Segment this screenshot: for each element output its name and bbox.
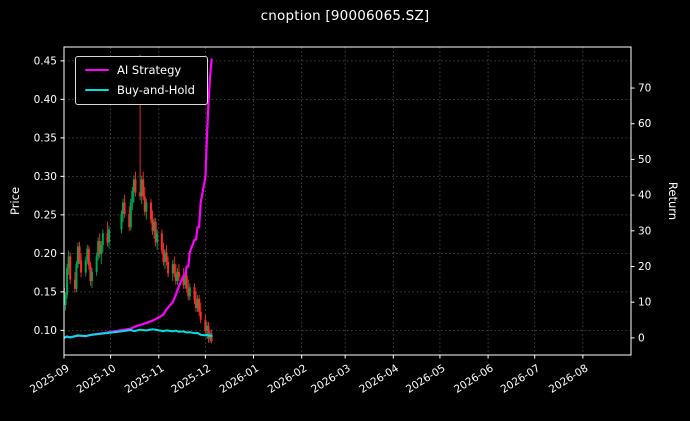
svg-text:30: 30 [638, 225, 651, 237]
svg-text:0.10: 0.10 [34, 325, 57, 337]
legend-item-ai-strategy: AI Strategy [85, 63, 195, 77]
legend: AI Strategy Buy-and-Hold [75, 56, 208, 105]
svg-text:50: 50 [638, 154, 651, 166]
svg-text:2026-07: 2026-07 [499, 362, 543, 395]
legend-label-ai-strategy: AI Strategy [117, 63, 182, 77]
buy-and-hold-line-swatch [85, 88, 109, 92]
svg-text:2026-03: 2026-03 [309, 362, 353, 395]
svg-text:2025-12: 2025-12 [169, 362, 213, 395]
svg-text:0.30: 0.30 [34, 171, 57, 183]
svg-text:60: 60 [638, 118, 651, 130]
svg-text:10: 10 [638, 297, 651, 309]
svg-text:2025-09: 2025-09 [28, 362, 72, 395]
svg-text:2026-01: 2026-01 [218, 362, 262, 395]
legend-item-buy-and-hold: Buy-and-Hold [85, 83, 195, 97]
svg-text:2026-05: 2026-05 [404, 362, 448, 395]
svg-text:0.15: 0.15 [34, 286, 57, 298]
svg-text:0.35: 0.35 [34, 132, 57, 144]
ai-strategy-line-swatch [85, 68, 109, 72]
chart-title: cnoption [90006065.SZ] [260, 8, 430, 24]
price-axis-label: Price [8, 186, 22, 216]
svg-text:2026-08: 2026-08 [547, 362, 591, 395]
svg-text:0.25: 0.25 [34, 209, 57, 221]
svg-text:0.40: 0.40 [34, 94, 57, 106]
svg-text:0.45: 0.45 [34, 55, 57, 67]
svg-text:2025-11: 2025-11 [123, 362, 167, 395]
svg-text:0.20: 0.20 [34, 248, 57, 260]
svg-text:70: 70 [638, 83, 651, 95]
svg-text:2026-06: 2026-06 [452, 362, 496, 396]
svg-text:2026-04: 2026-04 [357, 362, 401, 396]
svg-text:2025-10: 2025-10 [75, 362, 119, 395]
svg-text:40: 40 [638, 190, 651, 202]
svg-text:20: 20 [638, 261, 651, 273]
svg-text:0: 0 [638, 332, 645, 344]
legend-label-buy-and-hold: Buy-and-Hold [117, 83, 195, 97]
return-axis-label: Return [666, 181, 680, 221]
svg-text:2026-02: 2026-02 [266, 362, 310, 395]
